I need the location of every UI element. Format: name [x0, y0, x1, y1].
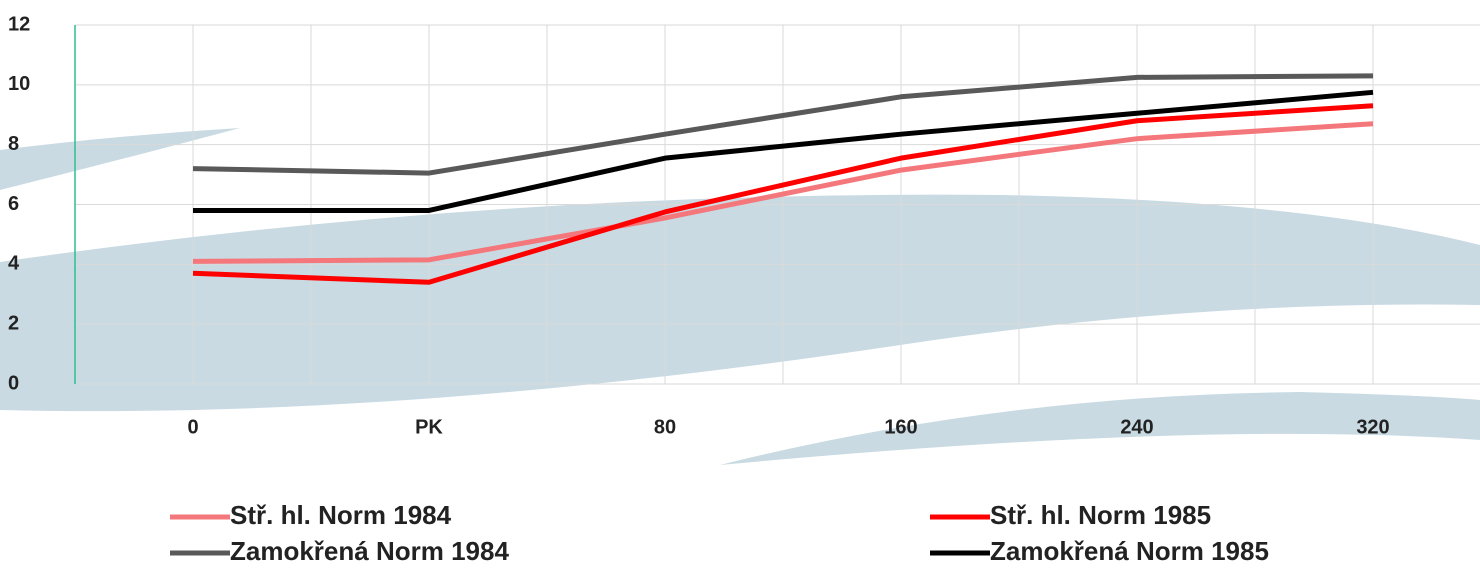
- y-tick-label: 12: [8, 13, 30, 35]
- legend-label: Zamokřená Norm 1985: [990, 536, 1269, 566]
- legend-label: Stř. hl. Norm 1985: [990, 500, 1211, 530]
- x-tick-label: 320: [1356, 416, 1389, 438]
- background-swoosh: [0, 128, 1480, 465]
- legend-label: Stř. hl. Norm 1984: [230, 500, 452, 530]
- legend-label: Zamokřená Norm 1984: [230, 536, 509, 566]
- y-tick-label: 6: [8, 193, 19, 215]
- x-tick-label: 160: [884, 416, 917, 438]
- y-tick-label: 2: [8, 312, 19, 334]
- chart: 0 2 4 6 8 10 12 0 PK 80 160 240 320 Stř. hl. Norm 198…: [0, 0, 1480, 571]
- y-tick-label: 10: [8, 73, 30, 95]
- y-tick-label: 8: [8, 133, 19, 155]
- x-tick-label: 80: [654, 416, 676, 438]
- y-tick-label: 4: [8, 253, 20, 275]
- x-tick-label: PK: [415, 416, 443, 438]
- x-tick-label: 240: [1120, 416, 1153, 438]
- y-tick-label: 0: [8, 372, 19, 394]
- x-tick-label: 0: [187, 416, 198, 438]
